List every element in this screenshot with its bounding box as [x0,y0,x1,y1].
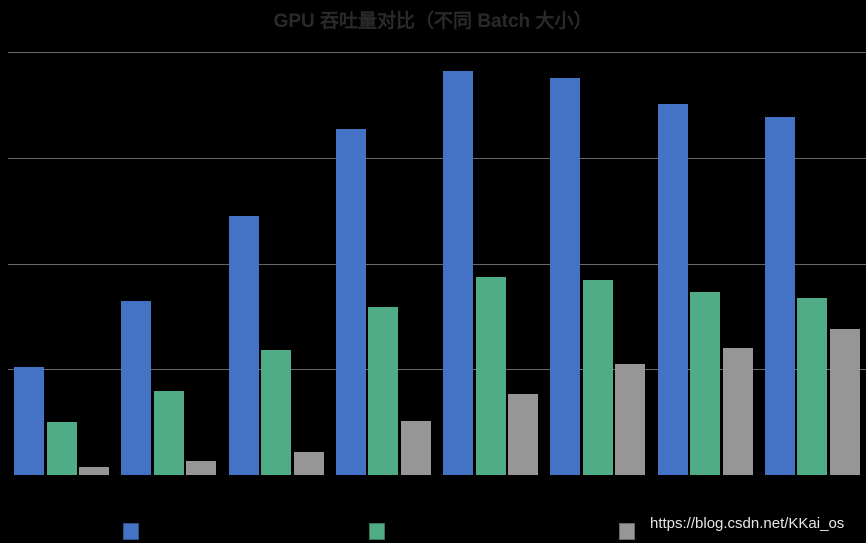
bar-series1-cat7 [657,103,688,475]
bar-series2-cat8 [797,298,828,475]
chart-title: GPU 吞吐量对比（不同 Batch 大小） [273,11,593,32]
bar-series3-cat8 [829,329,860,475]
bar-series1-cat4 [335,129,366,475]
bar-series2-cat3 [261,350,291,475]
bar-series3-cat5 [508,393,538,475]
legend-swatch-series2 [369,523,385,540]
gridline [8,157,866,159]
bar-series3-cat3 [293,451,324,475]
gridline [8,263,866,265]
legend-swatch-series1 [123,523,139,540]
bar-series3-cat7 [722,348,753,475]
bar-series3-cat1 [79,466,109,475]
bar-series2-cat2 [153,391,184,475]
bar-series2-cat4 [368,306,399,475]
plot-area [8,52,866,475]
bar-series2-cat5 [475,277,506,475]
bar-series3-cat4 [400,421,431,475]
legend-swatch-series3 [619,523,635,540]
bar-series1-cat1 [14,367,44,475]
bar-series1-cat3 [228,215,259,475]
gridline [8,52,866,53]
bar-series2-cat1 [46,422,77,475]
bar-series2-cat6 [582,280,613,475]
bar-series1-cat6 [550,78,581,475]
bar-series3-cat6 [615,363,646,475]
bar-series1-cat8 [764,116,795,475]
bar-series1-cat5 [443,71,473,475]
bar-series1-cat2 [121,300,152,475]
watermark: https://blog.csdn.net/KKai_os [650,515,845,532]
bar-series3-cat2 [186,461,217,475]
bar-series2-cat7 [690,292,720,475]
gridline [8,369,866,371]
